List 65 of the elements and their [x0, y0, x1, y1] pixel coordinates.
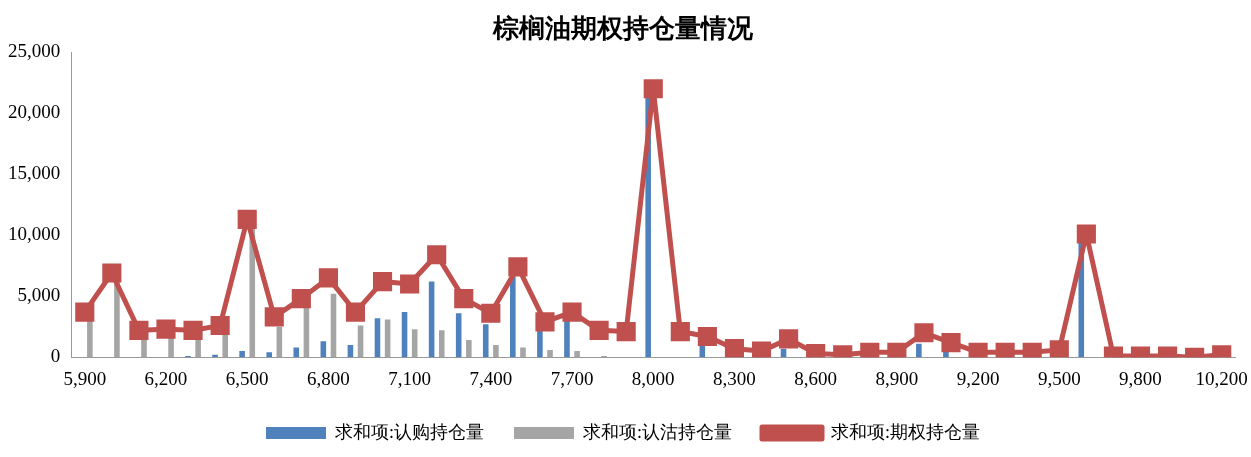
point	[75, 302, 95, 322]
x-tick-label: 6,200	[144, 367, 188, 389]
point	[454, 289, 474, 309]
x-tick-label: 7,700	[550, 367, 594, 389]
x-tick-label: 6,500	[225, 367, 269, 389]
point	[779, 329, 799, 349]
point	[724, 339, 745, 358]
point	[129, 320, 149, 340]
point	[751, 341, 772, 358]
point	[616, 322, 636, 342]
x-tick-label: 8,300	[713, 367, 756, 389]
point	[508, 257, 528, 277]
bar	[564, 319, 570, 358]
point	[643, 79, 663, 99]
y-tick-label: 0	[50, 345, 61, 367]
x-tick-label: 9,200	[956, 367, 1000, 389]
point	[156, 319, 176, 339]
point	[481, 303, 501, 323]
point	[264, 307, 284, 327]
bar	[916, 343, 922, 358]
point	[535, 312, 555, 332]
x-tick-label: 7,100	[388, 367, 431, 389]
point	[372, 271, 393, 292]
point	[210, 315, 230, 336]
y-tick-label: 15,000	[8, 162, 61, 184]
x-tick-label: 6,800	[307, 367, 350, 389]
point	[1049, 340, 1069, 358]
bar	[510, 275, 516, 358]
x-tick-label: 8,000	[631, 367, 675, 389]
x-tick-label: 10,200	[1195, 367, 1248, 389]
legend-label: 求和项:认购持仓量	[335, 421, 485, 442]
point	[183, 320, 203, 340]
point	[670, 322, 690, 342]
point	[102, 263, 122, 283]
bar	[482, 324, 489, 358]
point	[589, 320, 609, 340]
y-tick-label: 25,000	[8, 40, 61, 62]
point	[562, 302, 582, 322]
point	[697, 326, 717, 347]
bar	[293, 347, 300, 358]
x-tick-label: 9,500	[1037, 367, 1081, 389]
legend-label: 求和项:认沽持仓量	[583, 421, 733, 442]
x-tick-label: 5,900	[63, 367, 107, 389]
point	[400, 274, 420, 294]
x-tick-label: 8,900	[875, 367, 919, 389]
legend-label: 求和项:期权持仓量	[831, 421, 981, 442]
y-tick-label: 20,000	[8, 101, 61, 123]
x-tick-label: 8,600	[794, 367, 838, 389]
point	[318, 268, 338, 288]
bar	[320, 341, 327, 358]
x-tick-label: 9,800	[1119, 367, 1162, 389]
y-tick-label: 5,000	[17, 284, 61, 306]
y-tick-label: 10,000	[8, 223, 61, 245]
point	[941, 332, 961, 353]
point	[345, 302, 366, 322]
point	[291, 289, 311, 309]
x-tick-label: 7,400	[469, 367, 513, 389]
point	[237, 209, 257, 229]
point	[914, 323, 934, 343]
bar	[239, 351, 245, 358]
bar	[455, 313, 462, 358]
bar	[266, 352, 272, 358]
point	[427, 245, 447, 265]
chart-title: 棕榈油期权持仓量情况	[492, 14, 754, 44]
point	[1076, 224, 1096, 244]
